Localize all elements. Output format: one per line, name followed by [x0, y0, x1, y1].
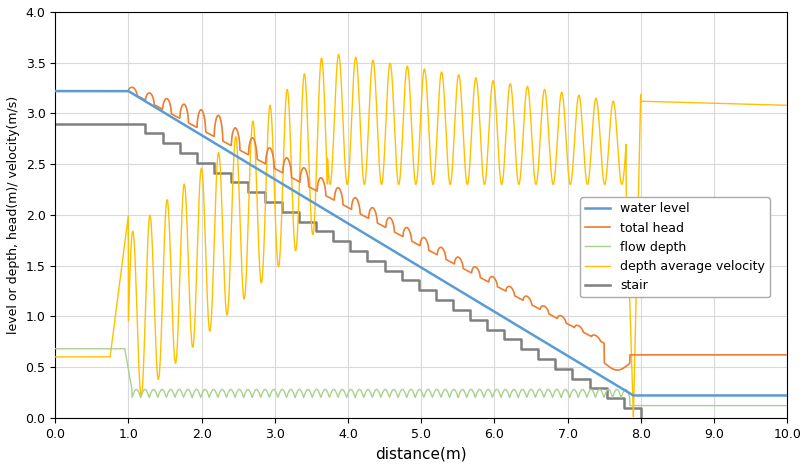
water level [50, 88, 60, 94]
water level [681, 393, 691, 398]
total head [782, 352, 792, 358]
depth average velocity [183, 253, 193, 259]
total head [331, 187, 341, 192]
flow depth [625, 403, 635, 409]
Line: water level: water level [55, 91, 787, 395]
stair [277, 209, 287, 215]
depth average velocity [490, 83, 499, 88]
flow depth [782, 403, 792, 409]
depth average velocity [782, 102, 792, 108]
water level [605, 379, 615, 384]
total head [50, 88, 60, 94]
flow depth [363, 387, 372, 392]
water level [494, 312, 504, 318]
water level [95, 88, 105, 94]
depth average velocity [330, 104, 339, 110]
total head [689, 352, 699, 358]
stair [50, 121, 60, 126]
depth average velocity [629, 414, 638, 420]
water level [629, 393, 639, 398]
Line: total head: total head [55, 87, 787, 370]
water level [516, 325, 526, 331]
X-axis label: distance(m): distance(m) [376, 446, 467, 461]
flow depth [134, 389, 144, 395]
depth average velocity [596, 156, 606, 161]
water level [475, 300, 485, 306]
water level [782, 393, 792, 398]
Y-axis label: level or depth, head(m)/ velocity(m/s): level or depth, head(m)/ velocity(m/s) [7, 96, 20, 334]
total head [768, 352, 778, 358]
total head [134, 94, 144, 100]
flow depth [177, 391, 187, 396]
stair [636, 420, 646, 426]
Legend: water level, total head, flow depth, depth average velocity, stair: water level, total head, flow depth, dep… [580, 197, 770, 297]
total head [612, 367, 622, 373]
flow depth [331, 389, 341, 395]
stair [397, 278, 406, 283]
stair [782, 420, 792, 426]
stair [243, 190, 253, 195]
total head [178, 102, 187, 108]
depth average velocity [50, 354, 60, 360]
depth average velocity [652, 99, 662, 104]
stair [585, 386, 595, 391]
Line: flow depth: flow depth [55, 349, 787, 406]
depth average velocity [527, 126, 537, 132]
flow depth [50, 346, 60, 351]
Line: stair: stair [55, 124, 787, 423]
stair [636, 415, 646, 421]
total head [127, 84, 137, 90]
total head [363, 215, 372, 221]
flow depth [768, 403, 778, 409]
depth average velocity [334, 51, 343, 57]
flow depth [689, 403, 699, 409]
stair [346, 248, 356, 254]
Line: depth average velocity: depth average velocity [55, 54, 787, 417]
